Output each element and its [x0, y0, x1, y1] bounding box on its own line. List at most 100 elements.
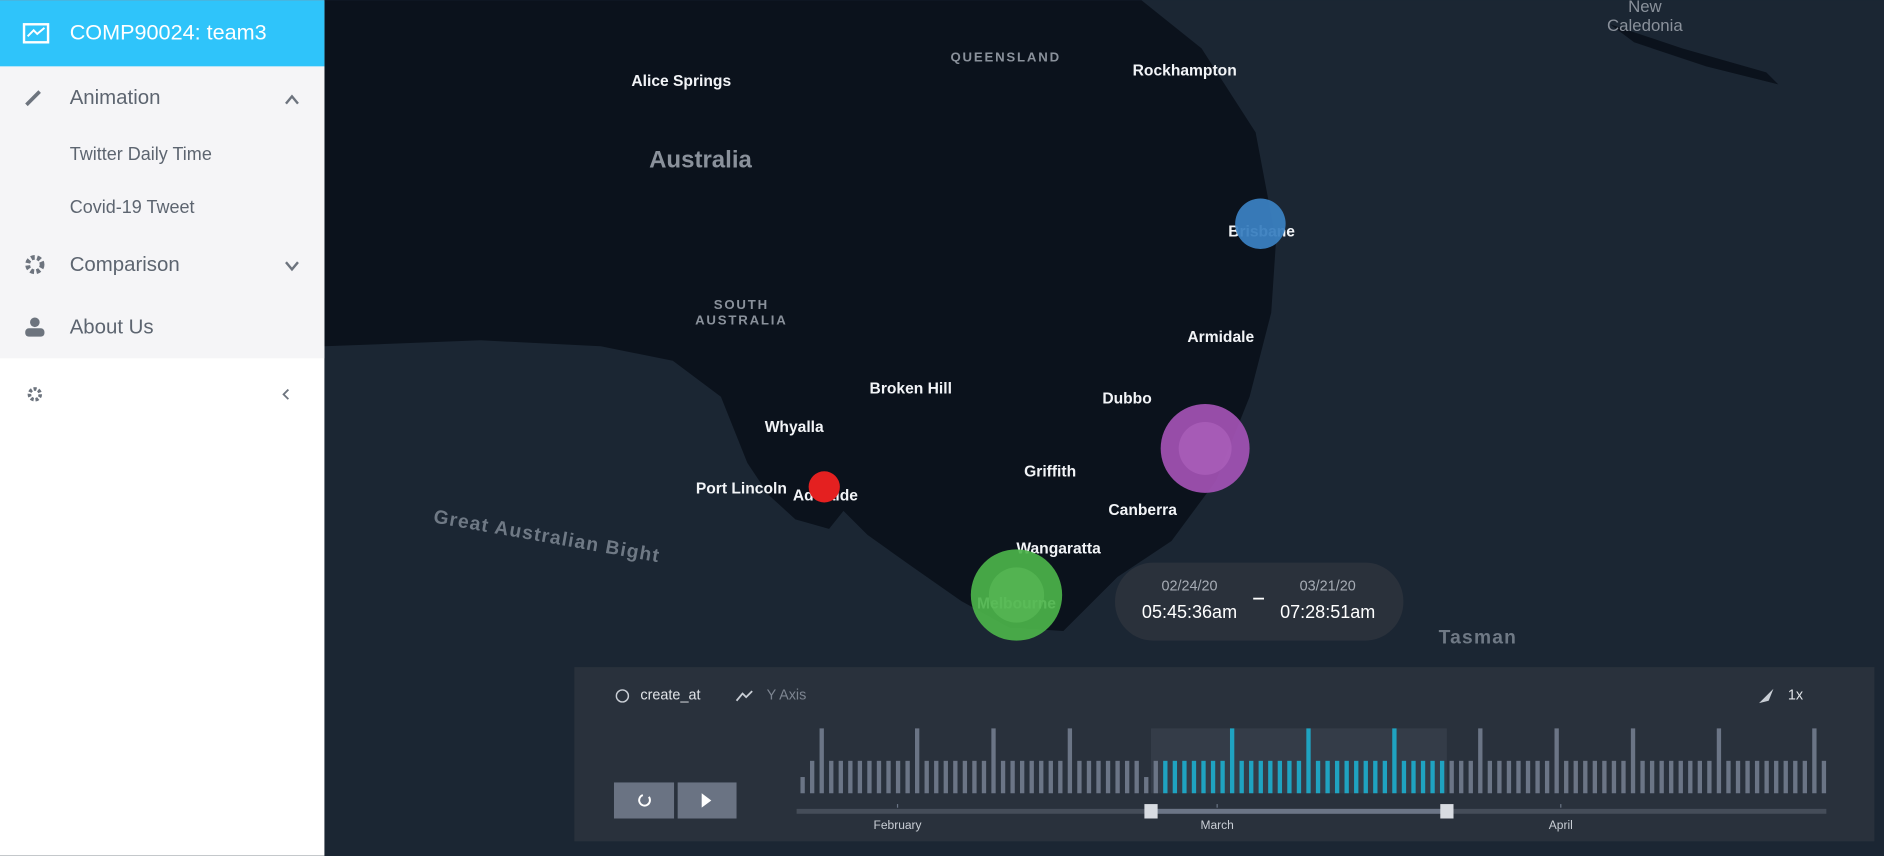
histogram-bar	[1315, 760, 1321, 794]
app-title[interactable]: COMP90024: team3	[70, 20, 267, 45]
histogram-bar	[1058, 760, 1063, 794]
collapse-button[interactable]	[282, 388, 290, 400]
start-time: 05:45:36am	[1142, 602, 1237, 622]
histogram-bar	[934, 760, 939, 794]
settings-icon[interactable]	[27, 387, 43, 402]
histogram-bar	[943, 760, 948, 794]
histogram-bar	[1774, 760, 1779, 794]
histogram-bar	[1182, 760, 1187, 794]
histogram-bar	[953, 760, 958, 794]
histogram-bar	[924, 760, 929, 794]
histogram-bar	[1363, 760, 1368, 794]
map-label: Broken Hill	[870, 381, 952, 398]
map-label: AUSTRALIA	[695, 313, 788, 328]
histogram-bar	[1764, 760, 1769, 794]
histogram-bar	[991, 728, 996, 794]
histogram-bar	[1707, 760, 1712, 794]
slider-handle[interactable]	[1440, 804, 1454, 819]
histogram-bar	[1258, 760, 1263, 794]
logo-line	[26, 27, 46, 37]
histogram-bar	[1735, 760, 1741, 794]
y-axis[interactable]: Y Axis	[767, 688, 807, 704]
map-label: SOUTH	[714, 297, 769, 312]
menu-bg	[0, 66, 325, 359]
histogram-bar	[1688, 760, 1693, 794]
histogram-bar	[819, 728, 824, 794]
histogram-bar	[1220, 760, 1225, 794]
menu-subitem[interactable]: Twitter Daily Time	[70, 144, 212, 164]
histogram-bar	[1296, 760, 1302, 794]
y-axis-icon	[735, 690, 753, 702]
histogram-bar	[1172, 760, 1178, 794]
histogram-bar	[1506, 760, 1512, 794]
map-marker[interactable]	[1235, 198, 1286, 249]
histogram-bar	[1401, 760, 1407, 794]
histogram-bar	[1802, 760, 1807, 794]
start-date: 02/24/20	[1161, 578, 1217, 594]
slider-handle[interactable]	[1144, 804, 1158, 819]
month-label: March	[1200, 818, 1233, 832]
histogram-bar	[1105, 760, 1111, 794]
map-marker-core	[1178, 421, 1232, 475]
chevron[interactable]	[285, 261, 299, 272]
reset-button[interactable]	[613, 782, 675, 819]
histogram-bar	[1344, 760, 1349, 794]
histogram-bar	[1191, 760, 1197, 794]
menu-item[interactable]: Comparison	[70, 254, 180, 276]
speed[interactable]: 1x	[1788, 688, 1804, 704]
histogram-bar	[1592, 760, 1598, 794]
histogram-bar	[1163, 760, 1168, 794]
reset-icon	[638, 794, 651, 807]
histogram-bar	[1459, 760, 1464, 794]
histogram-bar	[848, 760, 853, 794]
histogram-bar	[1134, 760, 1139, 794]
map-label: Armidale	[1187, 329, 1254, 346]
histogram-bar	[1210, 760, 1216, 794]
histogram-bar	[1697, 760, 1703, 794]
histogram-bar	[1669, 760, 1674, 794]
histogram-bar	[895, 760, 901, 794]
histogram-bar	[1812, 728, 1817, 794]
menu-item[interactable]: Animation	[70, 87, 161, 109]
histogram-bar	[1535, 760, 1540, 794]
map-label: Griffith	[1024, 464, 1076, 481]
chevron[interactable]	[285, 94, 299, 105]
histogram-bar	[1096, 760, 1101, 794]
histogram-bar	[1382, 760, 1388, 794]
island	[1610, 24, 1779, 85]
month-label: April	[1549, 818, 1573, 832]
histogram-bar	[1430, 760, 1435, 794]
histogram-bar	[1468, 760, 1473, 794]
histogram-bar	[1487, 760, 1493, 794]
histogram-bar	[1287, 760, 1292, 794]
histogram-bar	[1420, 760, 1426, 794]
menu-subitem[interactable]: Covid-19 Tweet	[70, 197, 195, 217]
histogram-bar	[1306, 728, 1311, 794]
map-label: Dubbo	[1102, 390, 1151, 407]
menu-item[interactable]: About Us	[70, 317, 154, 339]
sidebar-header	[0, 0, 325, 67]
histogram-bar	[1554, 728, 1559, 794]
clock-icon	[615, 689, 630, 703]
histogram-bar	[1373, 760, 1378, 794]
histogram-bar	[905, 760, 910, 794]
histogram-bar	[1392, 728, 1397, 794]
histogram-bar	[886, 760, 891, 794]
map-label: Caledonia	[1607, 16, 1683, 35]
comparison-icon	[25, 254, 45, 275]
map-marker[interactable]	[808, 471, 840, 503]
histogram-bar	[1516, 760, 1521, 794]
histogram-bar	[1048, 760, 1053, 794]
end-time: 07:28:51am	[1280, 602, 1375, 622]
x-field[interactable]: create_at	[640, 688, 700, 704]
histogram-bar	[1611, 760, 1617, 794]
histogram-bar	[1602, 760, 1607, 794]
histogram-bar	[1239, 760, 1244, 794]
histogram-bar	[1726, 760, 1731, 794]
map-label: Port Lincoln	[696, 480, 787, 497]
histogram-bar	[1115, 760, 1120, 794]
histogram-bar	[800, 777, 805, 794]
map-label: Tasman	[1439, 627, 1517, 648]
histogram-bar	[1249, 760, 1254, 794]
histogram-bar	[1325, 760, 1330, 794]
